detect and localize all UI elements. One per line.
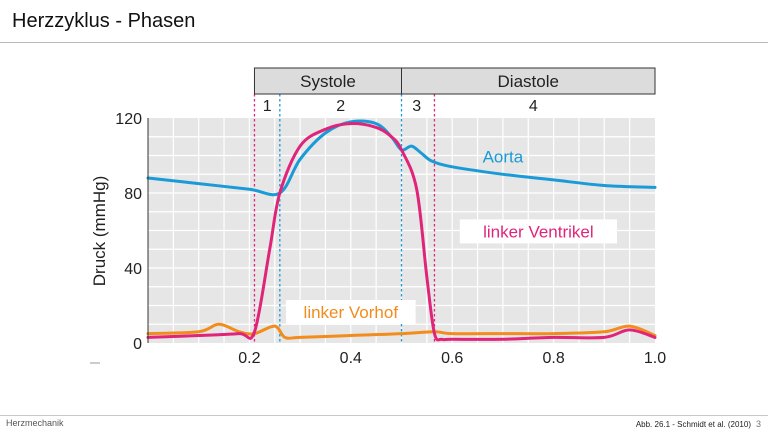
x-tick-label: 0.2 xyxy=(238,350,260,367)
x-tick-label: 1.0 xyxy=(644,350,666,367)
y-tick-label: 0 xyxy=(133,336,142,353)
slide-title: Herzzyklus - Phasen xyxy=(12,10,196,32)
series-label-bg xyxy=(286,300,416,324)
phase-box-diastole xyxy=(401,67,656,95)
x-tick-label: 0.4 xyxy=(340,350,362,367)
footer-source: Abb. 26.1 - Schmidt et al. (2010) 3 xyxy=(636,419,761,429)
pressure-chart: Systole Diastole 1 2 3 4 Aorta linker Ventrik… xyxy=(90,67,666,367)
footer-divider xyxy=(0,415,768,416)
series-label-bg xyxy=(459,219,617,244)
title-divider xyxy=(0,42,768,43)
phase-number: 4 xyxy=(529,98,538,115)
phase-box-systole xyxy=(253,67,402,95)
footer-citation: Abb. 26.1 - Schmidt et al. (2010) xyxy=(635,420,751,429)
series-label: linker Vorhof xyxy=(304,303,399,322)
y-tick-label: 120 xyxy=(115,111,142,128)
phase-number: 1 xyxy=(263,98,272,115)
series-line-linker-vorhof xyxy=(146,322,657,340)
series-label: Aorta xyxy=(483,147,524,166)
page-number: 3 xyxy=(755,419,761,429)
x-tick-label: 0.6 xyxy=(441,350,463,367)
y-axis-label: Druck (mmHg) xyxy=(90,176,109,287)
phase-number: 2 xyxy=(336,98,345,115)
phase-label: Diastole xyxy=(498,72,559,91)
y-tick-label: 40 xyxy=(124,261,142,278)
x-tick-label: 0.8 xyxy=(542,350,564,367)
footer-topic: Herzmechanik xyxy=(6,418,64,428)
y-tick-label: 80 xyxy=(124,186,142,203)
series-label: linker Ventrikel xyxy=(483,222,594,241)
series-line-linker-ventrikel xyxy=(146,122,657,342)
phase-label: Systole xyxy=(300,72,356,91)
phase-number: 3 xyxy=(412,98,421,115)
